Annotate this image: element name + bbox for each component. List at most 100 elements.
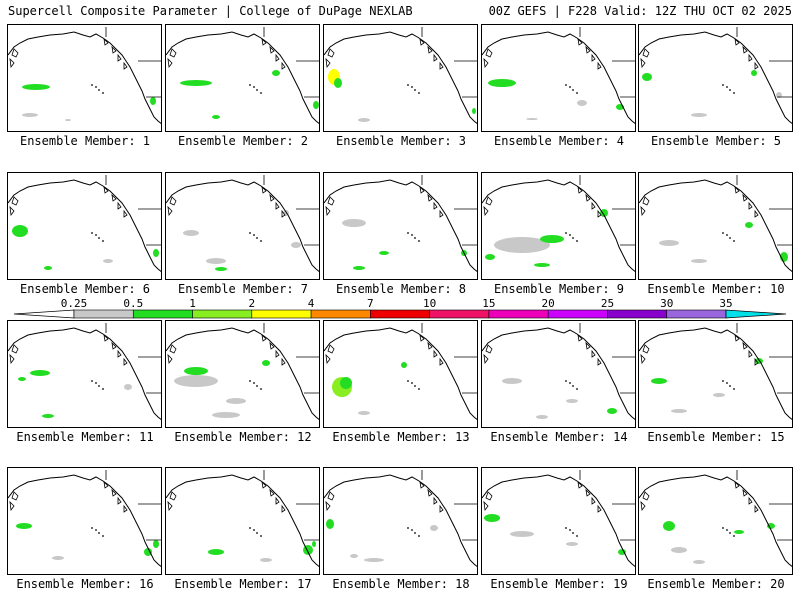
hawaii-island — [729, 89, 731, 91]
scp-contour-area — [150, 97, 156, 105]
island-outline — [597, 357, 602, 366]
island-outline — [327, 48, 335, 58]
map-title: Supercell Composite Parameter | College … — [8, 4, 413, 18]
coastline — [639, 474, 792, 568]
island-outline — [754, 357, 759, 366]
colorbar-segment — [547, 309, 608, 319]
coastline — [639, 179, 792, 273]
colorbar-tick-label: 2 — [248, 297, 256, 310]
island-outline — [275, 349, 280, 358]
ensemble-member-label: Ensemble Member: 3 — [335, 134, 467, 148]
scp-contour-area — [767, 523, 775, 529]
island-outline — [117, 496, 122, 505]
coastline — [8, 31, 161, 125]
hawaii-island — [249, 380, 251, 382]
coastline — [8, 179, 161, 273]
ensemble-member-label: Ensemble Member: 2 — [177, 134, 309, 148]
colorbar-tick-label: 15 — [482, 297, 496, 310]
scp-contour-area — [312, 541, 316, 547]
island-outline — [577, 480, 583, 489]
island-outline — [439, 209, 444, 218]
hawaii-island — [256, 237, 258, 239]
ensemble-map — [8, 323, 161, 421]
island-outline — [754, 61, 759, 70]
ensemble-map-panel — [638, 467, 793, 575]
island-outline — [167, 205, 173, 217]
scp-contour-area — [502, 378, 522, 384]
scp-contour-area — [430, 525, 438, 531]
island-outline — [325, 500, 331, 512]
coastline — [482, 474, 635, 568]
hawaii-island — [95, 529, 97, 531]
scp-contour-area — [262, 360, 270, 366]
scp-contour-area — [472, 108, 476, 114]
island-outline — [275, 496, 280, 505]
scp-contour-area — [751, 70, 757, 76]
scp-contour-area — [600, 209, 608, 217]
island-outline — [123, 209, 128, 218]
scp-contour-area — [659, 240, 679, 246]
scp-contour-area — [18, 377, 26, 381]
hawaii-island — [722, 232, 724, 234]
colorbar-segment — [73, 309, 134, 319]
scp-contour-area — [401, 362, 407, 368]
coastline — [324, 31, 477, 125]
scp-contour-area — [340, 377, 352, 389]
island-outline — [754, 504, 759, 513]
ensemble-map-panel — [7, 24, 162, 132]
hawaii-island — [726, 86, 728, 88]
coastline — [324, 179, 477, 273]
hawaii-island — [576, 535, 578, 537]
island-outline — [483, 57, 489, 69]
island-outline — [597, 209, 602, 218]
island-outline — [419, 480, 425, 489]
hawaii-island — [95, 382, 97, 384]
ensemble-map-panel — [481, 24, 636, 132]
scp-contour-area — [484, 514, 500, 522]
island-outline — [427, 45, 433, 54]
island-outline — [433, 496, 438, 505]
scp-contour-area — [566, 399, 578, 403]
scp-contour-area — [607, 408, 617, 414]
island-outline — [269, 193, 275, 202]
island-outline — [269, 341, 275, 350]
scp-contour-area — [291, 242, 301, 248]
hawaii-island — [418, 240, 420, 242]
island-outline — [419, 333, 425, 342]
hawaii-island — [722, 380, 724, 382]
island-outline — [9, 353, 15, 365]
ensemble-map-panel — [323, 24, 478, 132]
island-outline — [117, 349, 122, 358]
island-outline — [748, 201, 753, 210]
island-outline — [640, 353, 646, 365]
island-outline — [327, 196, 335, 206]
coastline — [324, 474, 477, 568]
scp-contour-area — [358, 118, 370, 122]
island-outline — [9, 500, 15, 512]
island-outline — [11, 196, 19, 206]
hawaii-island — [726, 382, 728, 384]
ensemble-map — [166, 323, 319, 421]
colorbar-segment — [488, 309, 549, 319]
island-outline — [642, 48, 650, 58]
hawaii-island — [729, 237, 731, 239]
hawaii-island — [569, 382, 571, 384]
island-outline — [642, 344, 650, 354]
ensemble-map-panel — [165, 24, 320, 132]
hawaii-island — [565, 380, 567, 382]
hawaii-island — [411, 529, 413, 531]
scp-contour-area — [540, 235, 564, 243]
island-outline — [734, 333, 740, 342]
ensemble-map — [639, 470, 792, 568]
hawaii-island — [414, 385, 416, 387]
island-outline — [281, 357, 286, 366]
ensemble-map — [639, 323, 792, 421]
scp-contour-area — [350, 554, 358, 558]
ensemble-member-label: Ensemble Member: 12 — [174, 430, 312, 444]
island-outline — [167, 57, 173, 69]
hawaii-island — [569, 234, 571, 236]
scp-contour-area — [183, 230, 199, 236]
hawaii-island — [253, 86, 255, 88]
scp-contour-area — [52, 556, 64, 560]
hawaii-island — [253, 234, 255, 236]
